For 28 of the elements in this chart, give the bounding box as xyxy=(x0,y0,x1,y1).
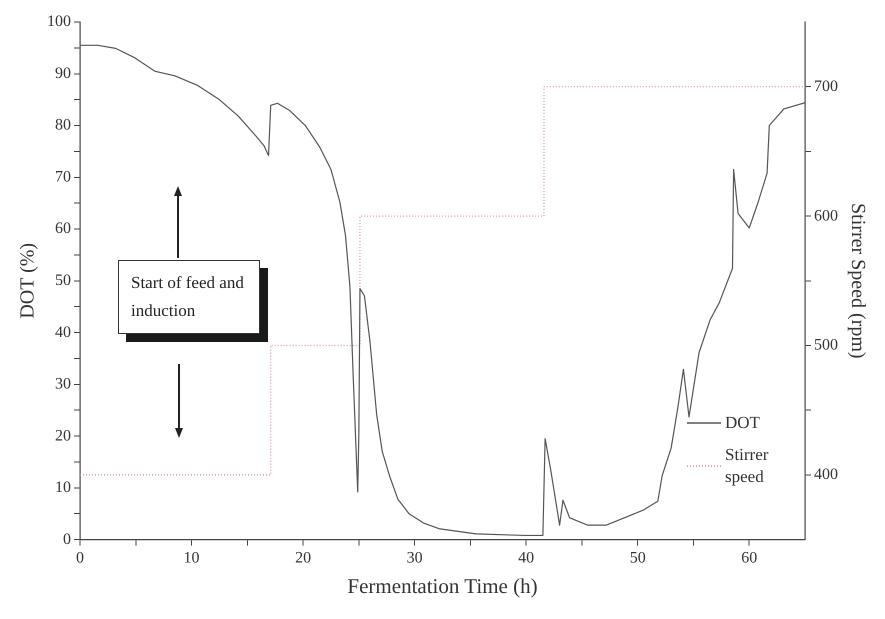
legend-label: Stirrer speed xyxy=(725,444,770,488)
y2-tick-label: 700 xyxy=(814,78,838,95)
y-tick-label: 30 xyxy=(55,376,71,393)
y2-tick-label: 600 xyxy=(814,207,838,224)
y-tick-label: 60 xyxy=(55,220,71,238)
y-tick-label: 0 xyxy=(63,530,71,548)
x-tick-label: 20 xyxy=(295,549,312,566)
x-tick-label: 30 xyxy=(406,549,423,566)
x-tick-label: 0 xyxy=(76,549,84,566)
y2-axis-title: Stirrer Speed (rpm) xyxy=(846,203,869,359)
x-tick-label: 60 xyxy=(741,549,758,566)
legend-label: DOT xyxy=(725,412,761,434)
annotation: Start of feed and induction xyxy=(131,272,245,322)
y-tick-label: 90 xyxy=(55,64,71,82)
y-tick-label: 70 xyxy=(55,168,71,186)
y-tick-label: 10 xyxy=(55,479,71,496)
y-axis-title: DOT (%) xyxy=(16,242,38,319)
x-tick-label: 40 xyxy=(518,549,534,566)
y2-tick-label: 500 xyxy=(814,336,838,354)
y-tick-label: 100 xyxy=(47,13,71,30)
x-tick-label: 50 xyxy=(630,549,646,566)
y-tick-label: 20 xyxy=(55,427,71,444)
y-tick-label: 50 xyxy=(55,272,71,290)
y2-tick-label: 400 xyxy=(814,466,838,484)
x-axis-title: Fermentation Time (h) xyxy=(347,574,538,598)
y-tick-label: 80 xyxy=(55,116,71,134)
y-tick-label: 40 xyxy=(55,324,71,341)
x-tick-label: 10 xyxy=(184,549,200,566)
